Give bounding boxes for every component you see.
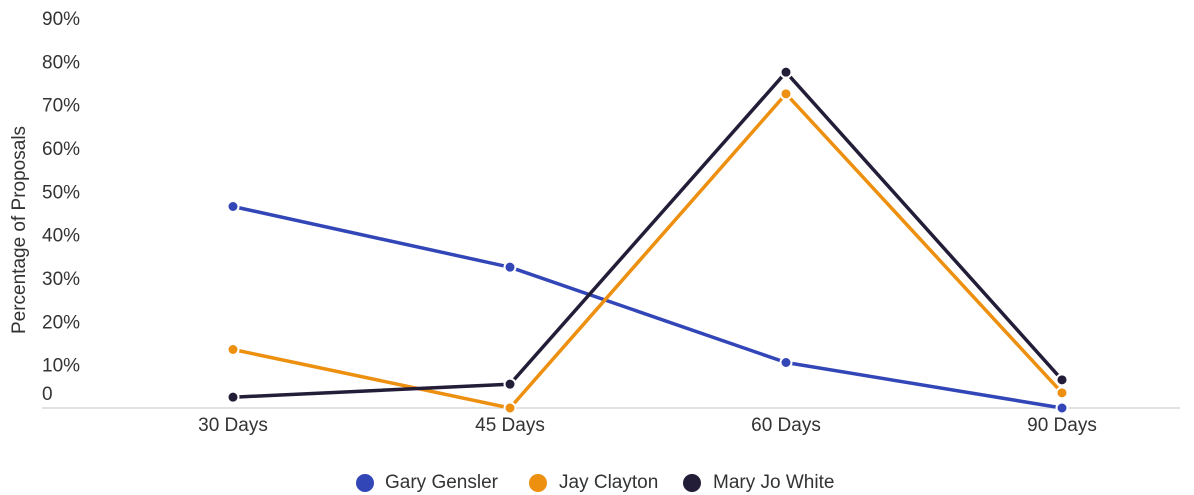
y-tick-label: 60% bbox=[42, 139, 80, 160]
data-point-gary-gensler[interactable] bbox=[503, 260, 517, 274]
legend-label: Mary Jo White bbox=[713, 472, 834, 493]
y-tick-label: 10% bbox=[42, 356, 80, 377]
series-points bbox=[226, 65, 1069, 415]
legend-label: Jay Clayton bbox=[559, 472, 658, 493]
data-point-gary-gensler[interactable] bbox=[1055, 401, 1069, 415]
y-tick-label: 40% bbox=[42, 226, 80, 247]
data-point-gary-gensler[interactable] bbox=[779, 356, 793, 369]
data-point-mary-jo-white[interactable] bbox=[1055, 373, 1069, 387]
series-line-jay-clayton bbox=[232, 92, 1064, 410]
y-tick-label: 90% bbox=[42, 9, 80, 30]
y-tick-label: 30% bbox=[42, 269, 80, 290]
legend-item-gary-gensler[interactable]: Gary Gensler bbox=[356, 472, 499, 493]
data-point-jay-clayton[interactable] bbox=[779, 87, 793, 101]
x-tick-label: 90 Days bbox=[1027, 415, 1097, 436]
data-point-mary-jo-white[interactable] bbox=[779, 65, 793, 79]
y-tick-label: 20% bbox=[42, 312, 80, 333]
series-lines bbox=[232, 70, 1064, 410]
legend-label: Gary Gensler bbox=[385, 472, 499, 493]
y-axis-title-group: Percentage of Proposals bbox=[9, 126, 30, 334]
data-point-mary-jo-white[interactable] bbox=[226, 390, 240, 404]
y-tick-label: 70% bbox=[42, 96, 80, 117]
y-tick-label: 50% bbox=[42, 182, 80, 203]
y-axis-title: Percentage of Proposals bbox=[9, 126, 30, 334]
data-point-jay-clayton[interactable] bbox=[503, 401, 517, 415]
legend-item-jay-clayton[interactable]: Jay Clayton bbox=[529, 472, 658, 493]
y-tick-label: 80% bbox=[42, 52, 80, 73]
x-tick-label: 60 Days bbox=[751, 415, 821, 436]
x-tick-label: 30 Days bbox=[198, 415, 268, 436]
data-point-gary-gensler[interactable] bbox=[226, 200, 240, 213]
legend-marker bbox=[356, 474, 374, 492]
series-line-mary-jo-white bbox=[232, 70, 1064, 399]
legend-marker bbox=[529, 474, 547, 492]
x-tick-label: 45 Days bbox=[475, 415, 545, 436]
data-point-jay-clayton[interactable] bbox=[1055, 386, 1069, 400]
legend: Gary Gensler Jay Clayton Mary Jo White bbox=[356, 472, 834, 493]
data-point-mary-jo-white[interactable] bbox=[503, 377, 517, 391]
data-point-jay-clayton[interactable] bbox=[226, 343, 240, 356]
legend-item-mary-jo-white[interactable]: Mary Jo White bbox=[683, 472, 834, 493]
series-line-gary-gensler bbox=[232, 204, 1063, 410]
y-tick-label: 0 bbox=[42, 384, 53, 405]
y-axis-ticks: 0 10% 20% 30% 40% 50% 60% 70% 80% 90% bbox=[42, 9, 80, 405]
x-axis-ticks: 30 Days 45 Days 60 Days 90 Days bbox=[198, 415, 1097, 436]
legend-marker bbox=[683, 474, 701, 492]
